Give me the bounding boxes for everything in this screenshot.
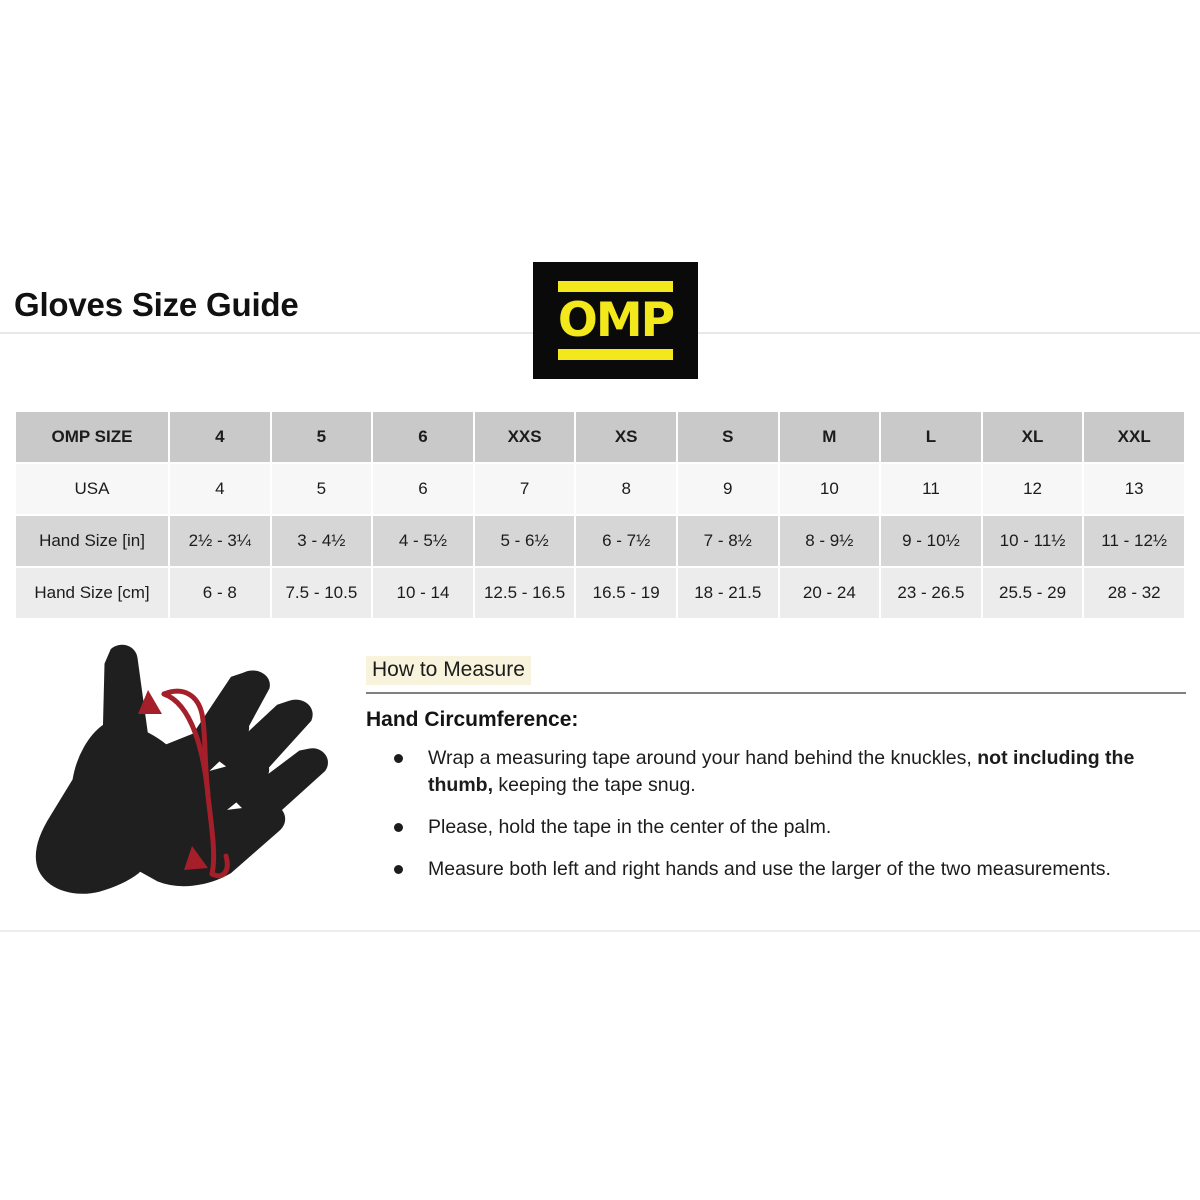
table-cell: 13 bbox=[1084, 464, 1184, 514]
table-row-label: Hand Size [in] bbox=[16, 516, 168, 566]
table-cell: 20 - 24 bbox=[779, 568, 880, 618]
bullet-text: Measure both left and right hands and us… bbox=[428, 857, 1111, 880]
table-cell: 18 - 21.5 bbox=[677, 568, 778, 618]
table-cell: 25.5 - 29 bbox=[982, 568, 1083, 618]
table-cell: 10 - 14 bbox=[373, 568, 473, 618]
table-header-row: OMP SIZE 4 5 6 XXS XS S M L XL XXL bbox=[16, 412, 1184, 462]
table-header-cell: XS bbox=[576, 412, 676, 462]
table-cell: 8 - 9½ bbox=[779, 516, 880, 566]
table-cell: 5 bbox=[271, 464, 372, 514]
table-cell: 2½ - 3¼ bbox=[170, 516, 270, 566]
size-chart-table: OMP SIZE 4 5 6 XXS XS S M L XL XXL USA 4 5 6 7 8 9 10 11 12 1… bbox=[14, 410, 1186, 620]
table-cell: 12.5 - 16.5 bbox=[474, 568, 575, 618]
logo-bar-top bbox=[558, 281, 673, 292]
table-cell: 5 - 6½ bbox=[474, 516, 575, 566]
omp-logo: OMP bbox=[533, 262, 698, 379]
table-header-cell: 5 bbox=[271, 412, 372, 462]
hand-diagram-svg bbox=[35, 644, 328, 894]
table-cell: 16.5 - 19 bbox=[576, 568, 676, 618]
table-header-cell: 4 bbox=[170, 412, 270, 462]
table-cell: 3 - 4½ bbox=[271, 516, 372, 566]
list-item: Please, hold the tape in the center of t… bbox=[366, 814, 1186, 841]
table-cell: 11 - 12½ bbox=[1084, 516, 1184, 566]
table-cell: 11 bbox=[881, 464, 981, 514]
table-cell: 9 bbox=[677, 464, 778, 514]
table-row-label: USA bbox=[16, 464, 168, 514]
table-header-cell: 6 bbox=[373, 412, 473, 462]
page-title: Gloves Size Guide bbox=[14, 286, 299, 323]
table-cell: 6 bbox=[373, 464, 473, 514]
table-row: Hand Size [cm] 6 - 8 7.5 - 10.5 10 - 14 12.5… bbox=[16, 568, 1184, 618]
page-header: Gloves Size Guide OMP bbox=[0, 262, 1200, 388]
logo-bar-bottom bbox=[558, 349, 673, 360]
table-row-label: Hand Size [cm] bbox=[16, 568, 168, 618]
table-row: USA 4 5 6 7 8 9 10 11 12 13 bbox=[16, 464, 1184, 514]
bullet-dot-icon bbox=[394, 822, 403, 832]
table-cell: 9 - 10½ bbox=[881, 516, 981, 566]
table-cell: 10 - 11½ bbox=[982, 516, 1083, 566]
table-cell: 7.5 - 10.5 bbox=[271, 568, 372, 618]
how-to-measure-panel: How to Measure Hand Circumference: Wrap … bbox=[366, 656, 1186, 898]
bullet-dot-icon bbox=[394, 754, 403, 764]
measure-instructions-list: Wrap a measuring tape around your hand b… bbox=[366, 745, 1186, 883]
table-header-cell: XL bbox=[982, 412, 1083, 462]
bullet-dot-icon bbox=[394, 864, 403, 874]
tape-arrow-lower bbox=[184, 846, 208, 870]
logo-wordmark: OMP bbox=[557, 293, 675, 348]
measure-divider bbox=[366, 692, 1186, 695]
table-cell: 28 - 32 bbox=[1084, 568, 1184, 618]
table-header-cell: XXL bbox=[1084, 412, 1184, 462]
bullet-text-emphasis: not including the thumb, bbox=[428, 747, 1135, 797]
table-cell: 7 - 8½ bbox=[677, 516, 778, 566]
table-cell: 23 - 26.5 bbox=[881, 568, 981, 618]
table-header-cell: M bbox=[779, 412, 880, 462]
bottom-divider bbox=[0, 930, 1200, 932]
list-item: Measure both left and right hands and us… bbox=[366, 856, 1186, 883]
table-header-cell: XXS bbox=[474, 412, 575, 462]
how-to-measure-heading: How to Measure bbox=[366, 656, 531, 686]
table-header-cell: L bbox=[881, 412, 981, 462]
table-cell: 8 bbox=[576, 464, 676, 514]
table-cell: 6 - 7½ bbox=[576, 516, 676, 566]
bullet-text-tail: keeping the tape snug. bbox=[492, 774, 696, 797]
table-corner-label: OMP SIZE bbox=[16, 412, 168, 462]
tape-arrow-upper bbox=[138, 690, 162, 714]
table-header-cell: S bbox=[677, 412, 778, 462]
bullet-text: Wrap a measuring tape around your hand b… bbox=[428, 747, 978, 770]
table-cell: 10 bbox=[779, 464, 880, 514]
table-cell: 4 - 5½ bbox=[373, 516, 473, 566]
table-cell: 6 - 8 bbox=[170, 568, 270, 618]
table-row: Hand Size [in] 2½ - 3¼ 3 - 4½ 4 - 5½ 5 - 6½ 6… bbox=[16, 516, 1184, 566]
bullet-text: Please, hold the tape in the center of t… bbox=[428, 815, 832, 838]
table-cell: 7 bbox=[474, 464, 575, 514]
hand-silhouette-icon bbox=[35, 644, 328, 894]
hand-circumference-subheading: Hand Circumference: bbox=[366, 708, 579, 732]
hand-measurement-illustration bbox=[16, 634, 356, 918]
table-cell: 12 bbox=[982, 464, 1083, 514]
list-item: Wrap a measuring tape around your hand b… bbox=[366, 745, 1186, 799]
table-cell: 4 bbox=[170, 464, 270, 514]
measuring-tape-loop-icon bbox=[161, 688, 230, 879]
